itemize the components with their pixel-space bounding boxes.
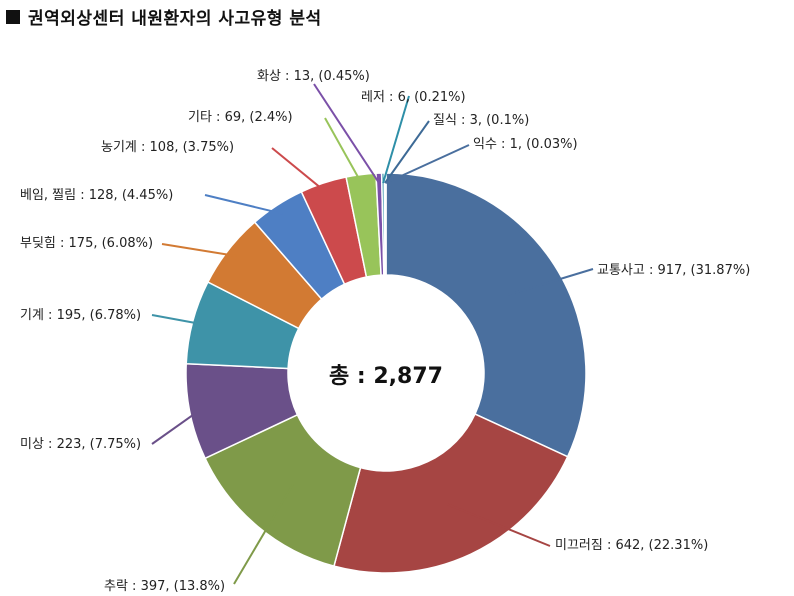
slice-label-3: 추락 : 397, (13.8%)	[104, 579, 225, 594]
slice-label-8: 농기계 : 108, (3.75%)	[101, 140, 234, 155]
title-bullet-square	[6, 9, 20, 24]
chart-title-row: 권역외상센터 내원환자의 사고유형 분석	[6, 4, 322, 29]
leader-line-10	[313, 83, 380, 184]
leader-line-9	[324, 117, 364, 185]
leader-line-11	[382, 95, 410, 184]
leader-line-5	[151, 314, 203, 326]
leader-line-8	[271, 147, 328, 194]
leader-line-3	[233, 483, 294, 585]
slice-label-11: 레저 : 6, (0.21%)	[361, 90, 466, 105]
slice-labels: 교통사고 : 917, (31.87%) 미끄러짐 : 642, (22.31%)…	[20, 69, 750, 594]
slice-label-4: 미상 : 223, (7.75%)	[20, 437, 141, 452]
leader-line-13	[385, 144, 470, 184]
leader-line-7	[204, 194, 283, 215]
leader-line-4	[151, 409, 201, 445]
slice-label-10: 화상 : 13, (0.45%)	[257, 69, 370, 84]
slice-label-13: 익수 : 1, (0.03%)	[473, 137, 578, 152]
leader-lines	[151, 83, 594, 585]
slice-label-12: 질식 : 3, (0.1%)	[433, 113, 529, 128]
chart-title: 권역외상센터 내원환자의 사고유형 분석	[28, 9, 322, 29]
slice-1	[385, 172, 587, 458]
leader-line-2	[447, 503, 551, 547]
leader-line-6	[161, 243, 237, 257]
slice-label-5: 기계 : 195, (6.78%)	[20, 308, 141, 323]
center-total-label: 총 : 2,877	[329, 364, 443, 389]
slice-label-7: 베임, 찔림 : 128, (4.45%)	[20, 188, 173, 203]
slice-label-2: 미끄러짐 : 642, (22.31%)	[555, 538, 708, 553]
slice-label-6: 부딪힘 : 175, (6.08%)	[20, 236, 153, 251]
slice-label-9: 기타 : 69, (2.4%)	[188, 110, 293, 125]
leader-line-1	[507, 268, 594, 296]
slice-2	[333, 413, 569, 574]
leader-line-12	[384, 120, 430, 184]
donut-slices	[185, 172, 587, 574]
slice-label-1: 교통사고 : 917, (31.87%)	[597, 263, 750, 278]
